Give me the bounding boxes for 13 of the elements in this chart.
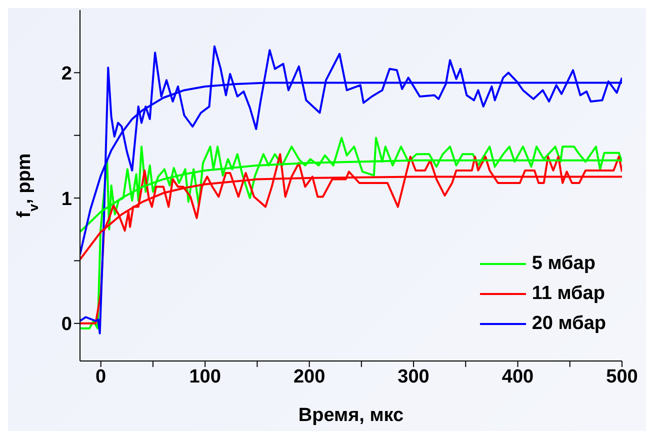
x-tick-label: 200	[293, 366, 326, 388]
x-tick-label: 400	[502, 366, 534, 388]
legend-label: 11 мбар	[532, 283, 605, 305]
legend-label: 20 мбар	[532, 313, 606, 335]
x-tick-label: 500	[606, 366, 638, 388]
x-tick-label: 300	[398, 366, 430, 388]
y-tick-label: 0	[61, 314, 72, 336]
y-tick-label: 2	[61, 63, 72, 84]
x-tick-label: 0	[96, 366, 106, 388]
x-tick-label: 100	[189, 366, 221, 388]
x-axis-title: Время, мкс	[298, 405, 404, 426]
legend-label: 5 мбар	[532, 253, 596, 275]
y-tick-label: 1	[61, 188, 72, 210]
